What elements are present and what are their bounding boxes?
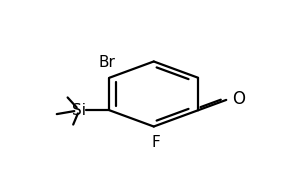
Text: Si: Si: [72, 103, 86, 118]
Text: Br: Br: [99, 55, 116, 70]
Text: O: O: [232, 90, 245, 108]
Text: F: F: [152, 135, 161, 150]
